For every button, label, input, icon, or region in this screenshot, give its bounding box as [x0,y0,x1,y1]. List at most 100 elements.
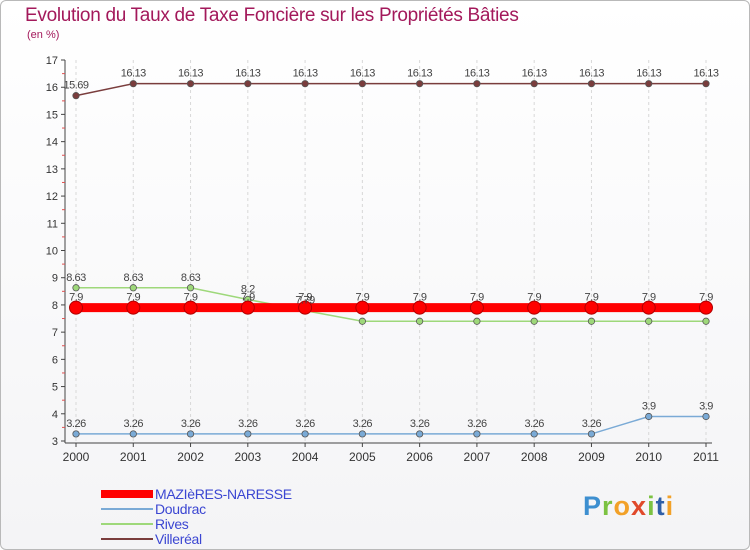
data-label-MAZIèRES-NARESSE: 7.9 [527,292,541,304]
data-label-Doudrac: 3.26 [238,418,258,430]
data-point-Doudrac [301,430,309,438]
data-point-Villeréal [416,80,424,88]
legend-label: Rives [155,516,189,532]
data-label-MAZIèRES-NARESSE: 7.9 [126,292,140,304]
y-tick-label: 8 [52,300,58,312]
x-tick-label: 2006 [406,450,433,464]
data-label-Rives: 8.2 [241,283,255,295]
data-point-Doudrac [244,430,252,438]
data-point-Doudrac [186,430,195,438]
data-label-Villeréal: 16.13 [464,68,489,80]
data-label-MAZIèRES-NARESSE: 7.9 [642,292,656,304]
data-point-Villeréal [702,80,710,88]
data-label-MAZIèRES-NARESSE: 7.9 [241,292,255,304]
data-label-MAZIèRES-NARESSE: 7.9 [184,292,198,304]
y-tick-label: 14 [46,137,58,149]
data-point-Rives [587,317,596,325]
data-label-Doudrac: 3.26 [181,418,201,430]
data-label-Villeréal: 16.13 [636,68,661,80]
data-point-Rives [702,317,710,325]
x-tick-label: 2003 [234,450,261,464]
data-label-Doudrac: 3.9 [642,401,656,413]
data-label-MAZIèRES-NARESSE: 7.9 [585,292,599,304]
y-tick-label: 7 [52,327,58,339]
x-tick-label: 2000 [63,450,90,464]
x-tick-label: 2007 [464,450,491,464]
data-point-Villeréal [358,80,366,88]
y-tick-label: 16 [46,82,58,94]
data-label-MAZIèRES-NARESSE: 7.9 [69,292,83,304]
logo-letter: P [583,491,603,521]
x-tick-label: 2011 [693,450,719,464]
legend-label: Doudrac [155,501,206,517]
data-point-Rives [129,284,137,292]
y-tick-label: 15 [46,109,58,121]
logo-letter: t [655,491,666,521]
data-label-Villeréal: 16.13 [693,68,718,80]
data-label-Villeréal: 16.13 [522,68,547,80]
data-point-Rives [358,317,366,325]
data-point-Doudrac [358,430,366,438]
y-tick-label: 6 [52,354,58,366]
data-point-MAZIèRES-NARESSE [240,300,255,315]
y-tick-label: 4 [52,409,58,421]
logo-letter: i [647,491,656,521]
logo-letter: r [602,491,614,521]
data-point-Doudrac [473,430,481,438]
data-label-Villeréal: 16.13 [235,68,260,80]
data-point-Villeréal [530,80,538,88]
proxiti-logo: Proxiti [583,491,674,522]
legend-swatch [101,508,153,510]
series-line-Rives [76,287,706,323]
data-point-Rives [473,317,481,325]
data-label-Doudrac: 3.26 [295,418,315,430]
x-tick-label: 2005 [349,450,376,464]
data-point-Villeréal [301,80,309,88]
data-point-MAZIèRES-NARESSE [412,300,427,315]
data-label-Villeréal: 16.13 [407,68,432,80]
data-label-Rives: 8.63 [124,272,144,284]
data-point-Doudrac [645,412,653,421]
data-point-Rives [645,317,653,325]
chart-title: Evolution du Taux de Taxe Foncière sur l… [25,5,519,26]
logo-letter: i [665,491,675,521]
data-point-MAZIèRES-NARESSE [355,300,370,315]
data-point-Doudrac [702,412,710,421]
data-point-Villeréal [587,80,596,88]
legend-swatch [101,523,153,525]
y-tick-label: 9 [52,273,58,285]
data-label-Doudrac: 3.26 [582,418,602,430]
data-point-MAZIèRES-NARESSE [183,300,198,315]
data-label-Villeréal: 16.13 [121,68,146,80]
data-label-Villeréal: 16.13 [579,68,604,80]
data-label-MAZIèRES-NARESSE: 7.9 [699,292,713,304]
y-tick-label: 10 [46,246,58,258]
data-label-Doudrac: 3.26 [66,418,86,430]
data-label-Doudrac: 3.26 [524,418,544,430]
logo-letter: x [631,491,648,521]
y-tick-label: 5 [52,382,58,394]
data-label-Villeréal: 15.69 [63,80,88,92]
data-point-MAZIèRES-NARESSE [298,300,313,315]
data-label-MAZIèRES-NARESSE: 7.9 [355,292,369,304]
data-point-Doudrac [129,430,137,438]
data-label-Doudrac: 3.26 [353,418,373,430]
series-line-Doudrac [76,415,706,435]
data-label-Rives: 7.79 [295,295,315,307]
data-point-MAZIèRES-NARESSE [126,300,141,315]
legend-swatch [101,490,153,498]
data-label-Villeréal: 16.13 [350,68,375,80]
y-tick-label: 13 [46,164,58,176]
data-point-Villeréal [72,92,80,100]
y-axis-unit-label: (en %) [27,29,60,41]
y-tick-label: 11 [47,218,58,230]
data-label-Villeréal: 16.13 [293,68,318,80]
data-label-Villeréal: 16.13 [178,68,203,80]
data-point-MAZIèRES-NARESSE [527,300,542,315]
y-tick-label: 3 [52,436,58,448]
data-point-Doudrac [416,430,424,438]
data-point-Villeréal [129,80,137,88]
data-point-Villeréal [244,80,252,88]
y-tick-label: 12 [46,191,58,203]
line-chart: 3 4 5 6 7 8 9 10 11 12 13 14 15 16 17 2000 2001 2002 2003 2… [46,55,720,464]
